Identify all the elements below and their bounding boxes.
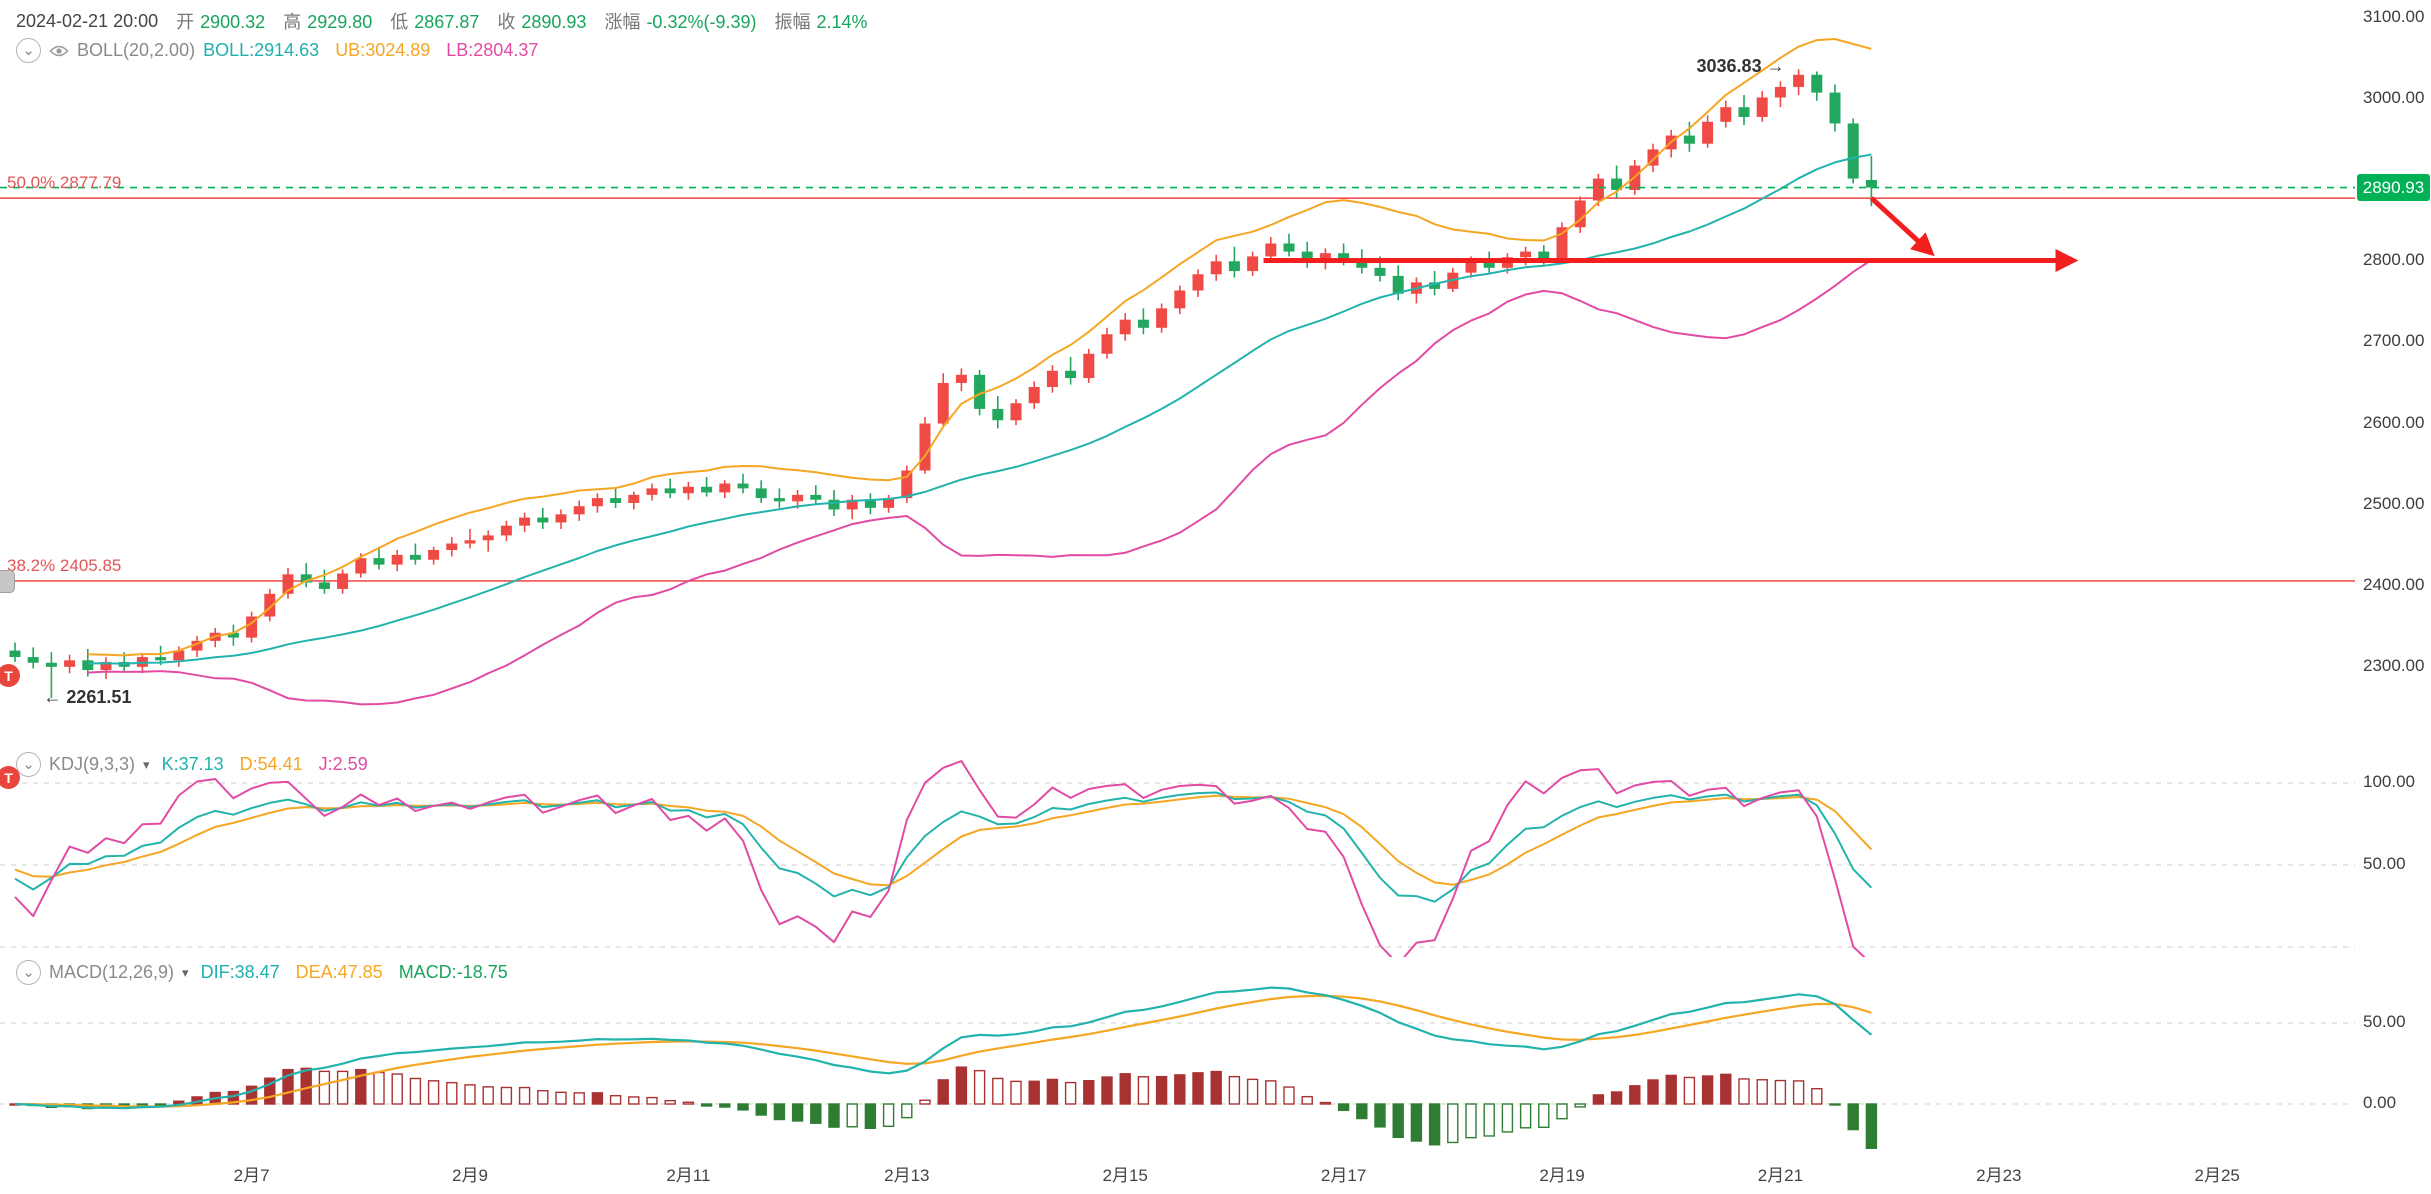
kdj-panel-layer xyxy=(0,760,2355,957)
boll-header: ⌄ BOLL(20,2.00) BOLL:2914.63 UB:3024.89 … xyxy=(16,38,554,63)
candles-layer xyxy=(9,69,1877,699)
macd-dropdown-caret-icon[interactable]: ▾ xyxy=(182,964,189,980)
close-label: 收 xyxy=(497,12,516,32)
kdj-name: KDJ(9,3,3) xyxy=(49,754,136,774)
kdj-k-value: K:37.13 xyxy=(161,754,224,774)
high-field: 高 2929.80 xyxy=(283,8,372,34)
macd-name: MACD(12,26,9) xyxy=(49,962,175,982)
macd-hist-value: MACD:-18.75 xyxy=(398,962,508,982)
macd-dif-value: DIF:38.47 xyxy=(200,962,280,982)
kdj-d-line xyxy=(14,794,1873,887)
kdj-dropdown-caret-icon[interactable]: ▾ xyxy=(143,756,150,772)
kdj-j-line xyxy=(14,760,1866,957)
amplitude-value: 2.14% xyxy=(816,12,868,32)
high-label: 高 xyxy=(283,12,302,32)
text-drawing-anchor-icon[interactable]: T xyxy=(0,766,20,789)
ohlc-header: 2024-02-21 20:00 开 2900.32 高 2929.80 低 2867… xyxy=(16,8,886,34)
visibility-eye-icon[interactable] xyxy=(49,44,69,58)
down-arrow-line[interactable] xyxy=(1869,196,1935,257)
boll-mid-value: BOLL:2914.63 xyxy=(203,40,320,60)
kdj-header: ⌄ KDJ(9,3,3) ▾ K:37.13 D:54.41 J:2.59 xyxy=(16,752,384,777)
amplitude-label: 振幅 xyxy=(774,12,811,32)
macd-panel-layer xyxy=(0,986,2355,1149)
close-field: 收 2890.93 xyxy=(497,8,586,34)
collapse-chevron-icon[interactable]: ⌄ xyxy=(16,38,41,63)
close-value: 2890.93 xyxy=(521,12,587,32)
change-label: 涨幅 xyxy=(604,12,641,32)
macd-histogram-layer xyxy=(9,1066,1878,1149)
macd-dea-value: DEA:47.85 xyxy=(295,962,383,982)
boll-name: BOLL(20,2.00) xyxy=(77,40,196,60)
low-value: 2867.87 xyxy=(414,12,480,32)
macd-header: ⌄ MACD(12,26,9) ▾ DIF:38.47 DEA:47.85 MA… xyxy=(16,960,524,985)
kdj-d-value: D:54.41 xyxy=(239,754,303,774)
amplitude-field: 振幅 2.14% xyxy=(775,8,868,34)
boll-upper-line xyxy=(87,38,1872,657)
boll-upper-value: UB:3024.89 xyxy=(335,40,431,60)
text-drawing-anchor-icon[interactable]: T xyxy=(0,664,20,687)
macd-dif-line xyxy=(14,986,1873,1110)
open-field: 开 2900.32 xyxy=(176,8,265,34)
kdj-collapse-chevron-icon[interactable]: ⌄ xyxy=(16,752,41,777)
macd-dea-line xyxy=(14,994,1872,1108)
kdj-k-line xyxy=(14,791,1873,903)
open-label: 开 xyxy=(176,12,195,32)
boll-lower-line xyxy=(87,259,1872,706)
main-panel-layer xyxy=(0,38,2355,706)
low-field: 低 2867.87 xyxy=(390,8,479,34)
change-field: 涨幅 -0.32%(-9.39) xyxy=(604,8,756,34)
low-label: 低 xyxy=(390,12,409,32)
open-value: 2900.32 xyxy=(200,12,266,32)
high-value: 2929.80 xyxy=(307,12,373,32)
macd-collapse-chevron-icon[interactable]: ⌄ xyxy=(16,960,41,985)
fib-drag-handle[interactable] xyxy=(0,570,15,593)
bar-datetime: 2024-02-21 20:00 xyxy=(16,10,159,31)
boll-lower-value: LB:2804.37 xyxy=(446,40,539,60)
change-value: -0.32%(-9.39) xyxy=(646,12,757,32)
kdj-j-value: J:2.59 xyxy=(318,754,368,774)
